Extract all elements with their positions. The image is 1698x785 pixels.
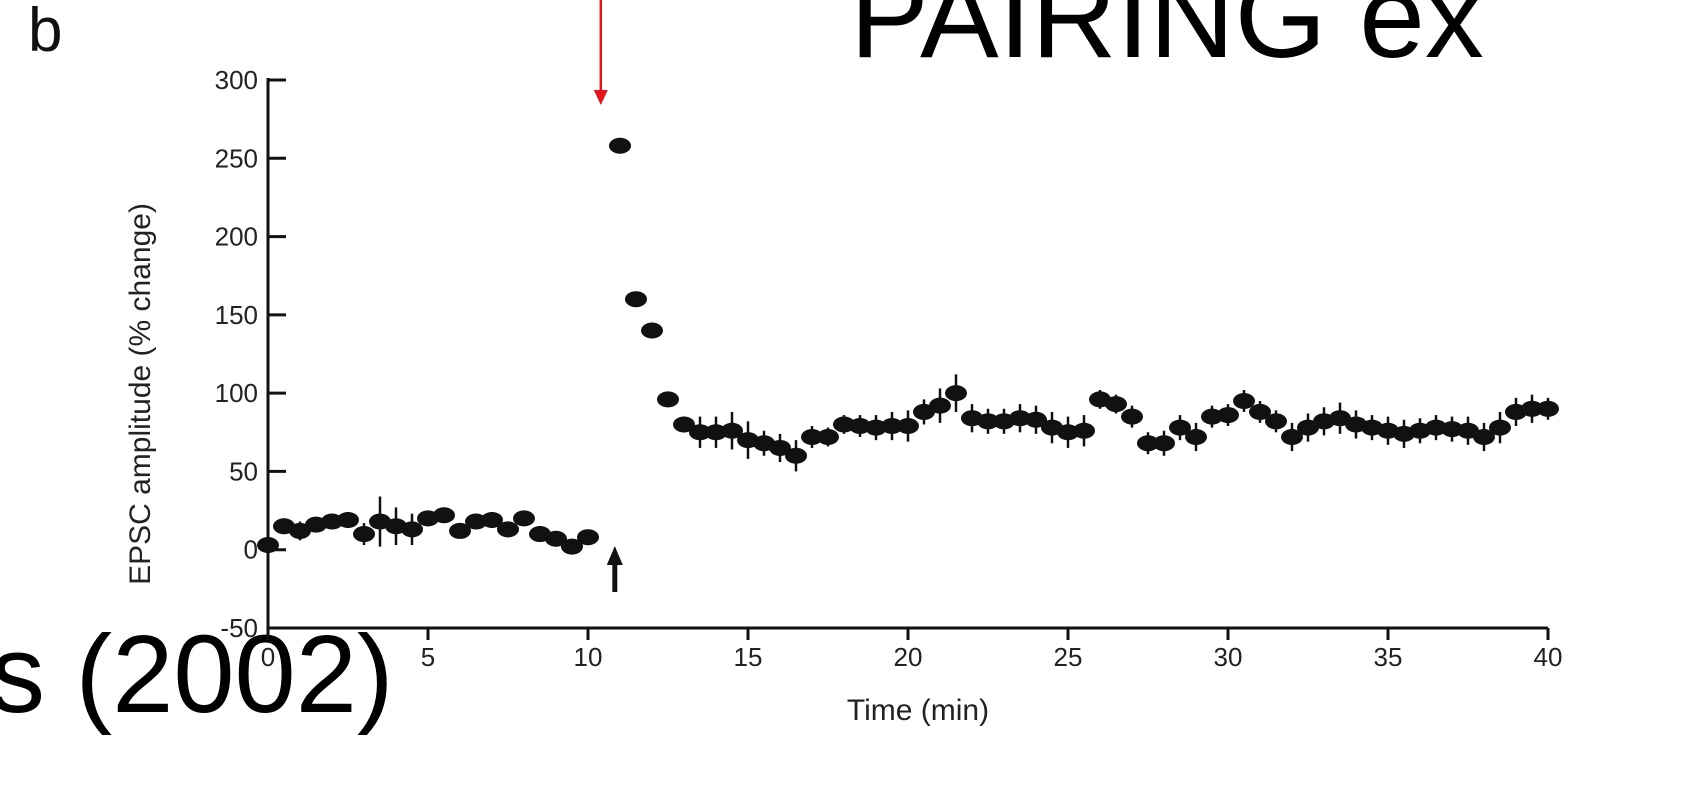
data-point	[641, 322, 663, 339]
x-tick-label: 25	[1054, 642, 1083, 672]
x-tick-label: 30	[1214, 642, 1243, 672]
data-point	[353, 526, 375, 543]
y-tick-label: 300	[215, 65, 258, 95]
data-point	[1249, 403, 1271, 420]
data-point	[769, 439, 791, 456]
data-point	[1425, 419, 1447, 436]
data-point	[449, 522, 471, 539]
data-point	[1489, 419, 1511, 436]
data-point	[1537, 400, 1559, 417]
x-tick-label: 35	[1374, 642, 1403, 672]
data-point	[977, 413, 999, 430]
data-point	[849, 418, 871, 435]
data-point	[673, 416, 695, 433]
data-point	[1121, 408, 1143, 425]
x-tick-label: 5	[421, 642, 435, 672]
y-tick-label: 0	[244, 535, 258, 565]
data-point	[1217, 407, 1239, 424]
data-point	[337, 511, 359, 528]
y-tick-label: 250	[215, 143, 258, 173]
data-point	[945, 385, 967, 402]
data-point	[561, 538, 583, 555]
data-point	[785, 447, 807, 464]
data-point	[1233, 392, 1255, 409]
data-point	[1441, 421, 1463, 438]
x-tick-label: 20	[894, 642, 923, 672]
data-point	[1265, 413, 1287, 430]
x-axis-title: Time (min)	[847, 694, 989, 727]
chart-annotations	[593, 0, 623, 592]
data-point	[1153, 435, 1175, 452]
data-point	[817, 428, 839, 445]
data-point	[401, 521, 423, 538]
data-point	[465, 513, 487, 530]
data-point	[433, 507, 455, 524]
x-tick-label: 40	[1534, 642, 1563, 672]
data-point	[321, 513, 343, 530]
data-point	[865, 419, 887, 436]
black-arrow-head	[606, 546, 623, 565]
x-tick-label: 0	[261, 642, 275, 672]
data-point	[545, 530, 567, 547]
y-tick-label: 50	[229, 456, 258, 486]
data-point	[1281, 428, 1303, 445]
y-tick-label: 100	[215, 378, 258, 408]
data-point	[1073, 422, 1095, 439]
y-axis-title: EPSC amplitude (% change)	[124, 203, 157, 585]
data-point	[721, 422, 743, 439]
data-point	[689, 424, 711, 441]
data-point	[897, 418, 919, 435]
red-arrow-head	[593, 90, 608, 105]
chart-points	[257, 137, 1559, 555]
data-point	[577, 529, 599, 546]
data-point	[1105, 396, 1127, 413]
data-point	[1009, 410, 1031, 427]
x-tick-label: 10	[574, 642, 603, 672]
data-point	[833, 416, 855, 433]
data-point	[257, 537, 279, 554]
y-tick-label: 200	[215, 222, 258, 252]
slide-title-fragment: PAIRING ex	[850, 0, 1484, 83]
data-point	[625, 291, 647, 308]
citation-fragment: s (2002)	[0, 613, 394, 736]
data-point	[801, 428, 823, 445]
data-point	[1521, 400, 1543, 417]
data-point	[1137, 435, 1159, 452]
y-tick-label: -50	[220, 613, 258, 643]
data-point	[1473, 428, 1495, 445]
data-point	[481, 511, 503, 528]
chart-axes	[266, 78, 1548, 630]
x-tick-label: 15	[734, 642, 763, 672]
data-point	[609, 137, 631, 154]
data-point	[1201, 408, 1223, 425]
data-point	[1169, 419, 1191, 436]
data-point	[881, 418, 903, 435]
data-point	[1025, 411, 1047, 428]
data-point	[1057, 424, 1079, 441]
y-tick-label: 150	[215, 300, 258, 330]
panel-label: b	[28, 0, 63, 65]
data-point	[513, 510, 535, 527]
data-point	[705, 424, 727, 441]
data-point	[657, 391, 679, 408]
data-point	[929, 397, 951, 414]
data-point	[1185, 428, 1207, 445]
data-point	[497, 521, 519, 538]
